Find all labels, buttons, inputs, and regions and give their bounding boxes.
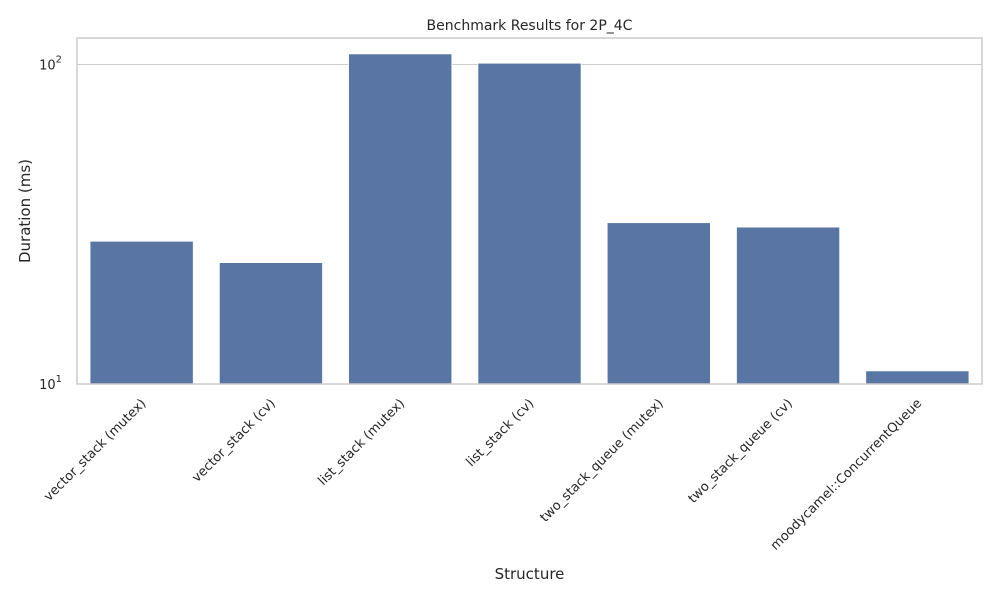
bar	[606, 222, 711, 385]
bar	[477, 62, 582, 385]
y-axis-label: Duration (ms)	[16, 159, 34, 263]
x-axis-label: Structure	[495, 565, 565, 583]
y-tick-labels: 101 102	[39, 54, 62, 393]
bar	[735, 226, 841, 385]
bar	[865, 370, 970, 385]
plot-frame	[76, 37, 983, 385]
bars	[89, 53, 970, 385]
y-tick-label: 102	[39, 54, 62, 73]
chart-title: Benchmark Results for 2P_4C	[427, 18, 633, 34]
bar	[218, 262, 324, 385]
bar	[89, 240, 194, 385]
y-tick-label: 101	[39, 374, 62, 393]
bar	[348, 53, 453, 385]
